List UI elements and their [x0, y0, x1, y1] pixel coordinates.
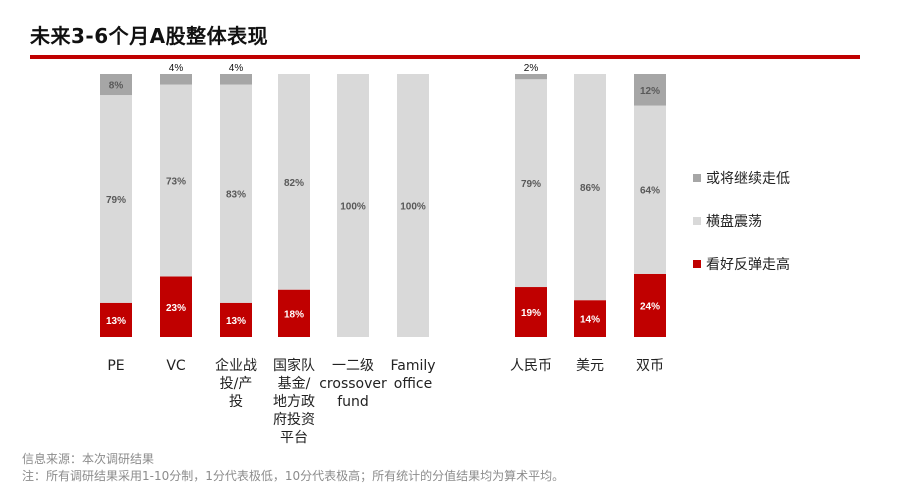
bar-segment-1-2 — [160, 74, 192, 85]
footer-source: 信息来源：本次调研结果 — [22, 452, 155, 466]
title-rule — [30, 55, 860, 59]
data-label-7-0: 14% — [580, 315, 600, 326]
legend-swatch-1 — [693, 217, 701, 225]
data-label-0-0: 13% — [106, 316, 126, 327]
bar-segment-4-1 — [337, 74, 369, 337]
bar-segment-7-0 — [574, 300, 606, 337]
data-label-6-2: 2% — [524, 63, 539, 74]
x-tick-label-3: 国家队基金/地方政府投资平台 — [273, 357, 315, 446]
bar-segment-1-1 — [160, 84, 192, 277]
bar-segment-3-0 — [278, 289, 310, 337]
bar-segment-2-1 — [220, 84, 252, 303]
x-tick-label-1: VC — [166, 358, 186, 374]
bar-segment-0-2 — [100, 74, 132, 96]
data-label-8-1: 64% — [640, 186, 660, 197]
data-label-0-2: 8% — [109, 81, 124, 92]
data-label-8-2: 12% — [640, 86, 660, 97]
legend-label-1: 横盘震荡 — [706, 213, 762, 230]
x-tick-label-0: PE — [107, 358, 124, 374]
bar-segment-6-0 — [515, 287, 547, 337]
data-label-2-0: 13% — [226, 316, 246, 327]
legend-swatch-0 — [693, 174, 701, 182]
data-label-5-1: 100% — [400, 202, 426, 213]
data-label-6-0: 19% — [521, 308, 541, 319]
page-title: 未来3-6个月A股整体表现 — [30, 24, 269, 48]
data-label-6-1: 79% — [521, 179, 541, 190]
bar-segment-8-0 — [634, 273, 666, 337]
bar-segment-8-2 — [634, 74, 666, 106]
data-label-2-2: 4% — [229, 63, 244, 74]
x-tick-label-7: 美元 — [576, 358, 604, 374]
bar-segment-0-1 — [100, 95, 132, 303]
x-tick-label-2: 企业战投/产投 — [215, 357, 257, 410]
data-label-3-0: 18% — [284, 309, 304, 320]
bar-segment-6-2 — [515, 74, 547, 80]
footer-note: 注：所有调研结果采用1-10分制，1分代表极低，10分代表极高；所有统计的分值结… — [22, 469, 565, 483]
bar-segment-3-1 — [278, 74, 310, 290]
bar-segment-6-1 — [515, 79, 547, 288]
x-tick-label-4: 一二级 crossover fund — [319, 358, 387, 410]
legend-label-0: 或将继续走低 — [706, 170, 790, 187]
bar-segment-2-2 — [220, 74, 252, 85]
bar-segment-8-1 — [634, 105, 666, 274]
data-label-1-0: 23% — [166, 303, 186, 314]
data-label-3-1: 82% — [284, 178, 304, 189]
bar-segment-0-0 — [100, 302, 132, 337]
legend-swatch-2 — [693, 260, 701, 268]
bar-segment-5-1 — [397, 74, 429, 337]
data-label-2-1: 83% — [226, 190, 246, 201]
data-label-8-0: 24% — [640, 301, 660, 312]
data-label-4-1: 100% — [340, 202, 366, 213]
bar-segment-2-0 — [220, 302, 252, 337]
data-label-1-1: 73% — [166, 177, 186, 188]
data-label-7-1: 86% — [580, 183, 600, 194]
x-tick-label-5: Family office — [390, 358, 435, 392]
data-label-1-2: 4% — [169, 63, 184, 74]
bar-segment-7-1 — [574, 74, 606, 301]
x-tick-label-8: 双币 — [636, 358, 664, 374]
data-label-0-1: 79% — [106, 195, 126, 206]
legend-label-2: 看好反弹走高 — [706, 256, 790, 273]
bar-segment-1-0 — [160, 276, 192, 337]
x-tick-label-6: 人民币 — [510, 358, 552, 374]
